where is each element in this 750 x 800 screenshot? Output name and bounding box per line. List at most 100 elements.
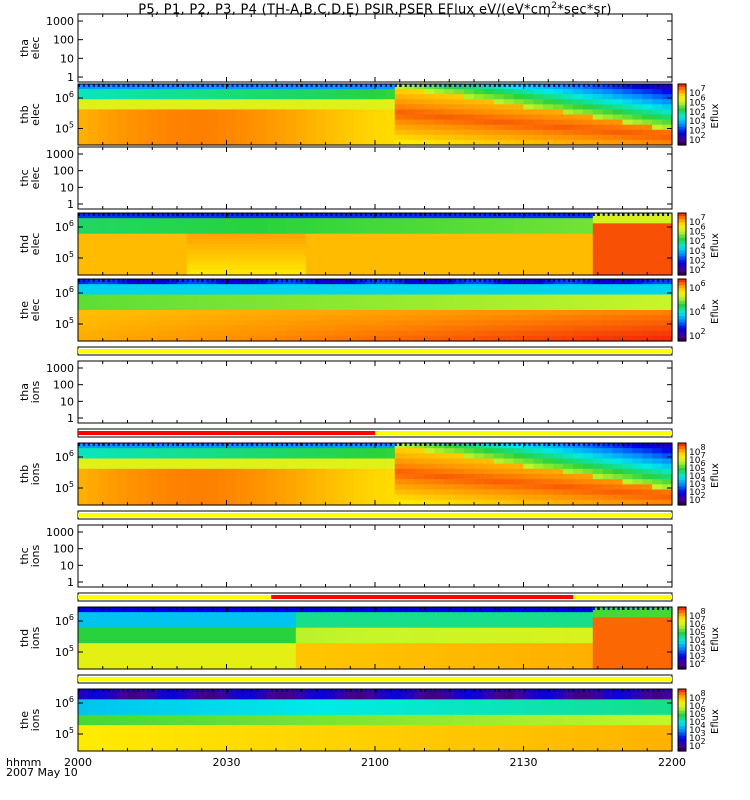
colorbar-tick-label: 105 bbox=[689, 713, 706, 728]
panel-label-species: elec bbox=[29, 299, 42, 322]
x-tick-label: 2000 bbox=[64, 756, 92, 769]
panel-tha-ions bbox=[77, 360, 673, 424]
flag-2-bar bbox=[77, 428, 673, 438]
colorbar-tick-label: 108 bbox=[689, 443, 706, 458]
colorbar-tick-label: 107 bbox=[689, 84, 706, 99]
panel-label-probe: thb bbox=[18, 105, 31, 123]
panel-thb-elec bbox=[77, 83, 687, 146]
colorbar-tick-label: 103 bbox=[689, 251, 706, 266]
x-tick-label: 2200 bbox=[658, 756, 686, 769]
colorbar-tick-label: 107 bbox=[689, 451, 706, 466]
colorbar-tick-label: 103 bbox=[689, 483, 706, 498]
y-tick-label: 1000 bbox=[46, 148, 74, 161]
panel-thb-ions bbox=[77, 442, 687, 506]
colorbar-tick-label: 107 bbox=[689, 615, 706, 630]
colorbar-tick-label: 104 bbox=[689, 639, 706, 654]
colorbar-tick-label: 105 bbox=[689, 631, 706, 646]
flag-segment bbox=[78, 595, 272, 599]
panel-label-probe: tha bbox=[18, 39, 31, 57]
colorbar-tick-label: 106 bbox=[689, 93, 706, 108]
y-tick-label: 1 bbox=[67, 198, 74, 211]
colorbar-tick-label: 108 bbox=[689, 607, 706, 622]
colorbar-tick-label: 104 bbox=[689, 475, 706, 490]
colorbar-tick-label: 102 bbox=[689, 655, 706, 670]
colorbar-label: Eflux bbox=[710, 104, 721, 129]
y-tick-label: 100 bbox=[53, 543, 74, 556]
x-tick-label: 2130 bbox=[510, 756, 538, 769]
panel-label-species: ions bbox=[29, 380, 42, 403]
flag-3-bar bbox=[77, 510, 673, 520]
y-tick-label: 105 bbox=[55, 726, 74, 741]
panel-the-ions bbox=[77, 688, 687, 752]
y-tick-label: 1 bbox=[67, 576, 74, 589]
y-tick-label: 106 bbox=[55, 695, 74, 710]
y-tick-label: 1 bbox=[67, 412, 74, 425]
panel-label-species: ions bbox=[29, 544, 42, 567]
colorbar-label: Eflux bbox=[710, 709, 721, 734]
x-tick-label: 2030 bbox=[213, 756, 241, 769]
panel-label-species: elec bbox=[29, 233, 42, 256]
colorbar-tick-label: 102 bbox=[689, 131, 706, 146]
panel-label-probe: thc bbox=[18, 169, 31, 186]
colorbar-tick-label: 102 bbox=[689, 261, 706, 276]
panel-thd-elec bbox=[77, 212, 687, 276]
y-tick-label: 106 bbox=[55, 90, 74, 105]
flag-segment bbox=[573, 595, 672, 599]
y-tick-label: 105 bbox=[55, 121, 74, 136]
flag-segment bbox=[78, 431, 375, 435]
panel-label-species: ions bbox=[29, 626, 42, 649]
y-tick-label: 100 bbox=[53, 379, 74, 392]
colorbar-tick-label: 107 bbox=[689, 213, 706, 228]
time-axis-unit-label: hhmm bbox=[6, 756, 42, 769]
y-tick-label: 105 bbox=[55, 480, 74, 495]
y-tick-label: 10 bbox=[60, 559, 74, 572]
y-tick-label: 10 bbox=[60, 181, 74, 194]
y-tick-label: 106 bbox=[55, 219, 74, 234]
panel-label-species: ions bbox=[29, 708, 42, 731]
panel-label-probe: thc bbox=[18, 547, 31, 564]
y-tick-label: 1000 bbox=[46, 526, 74, 539]
x-tick-label: 2100 bbox=[361, 756, 389, 769]
colorbar-tick-label: 106 bbox=[689, 623, 706, 638]
panel-label-probe: thb bbox=[18, 465, 31, 483]
y-tick-label: 106 bbox=[55, 613, 74, 628]
colorbar-tick-label: 103 bbox=[689, 729, 706, 744]
panel-label-probe: thd bbox=[18, 629, 31, 647]
panel-label-species: ions bbox=[29, 462, 42, 485]
colorbar-tick-label: 106 bbox=[689, 279, 706, 294]
panel-label-species: elec bbox=[29, 37, 42, 60]
flag-1-bar bbox=[77, 346, 673, 356]
flag-segment bbox=[78, 349, 672, 353]
panel-thc-ions bbox=[77, 524, 673, 588]
y-tick-label: 10 bbox=[60, 52, 74, 65]
colorbar-tick-label: 103 bbox=[689, 122, 706, 137]
colorbar-label: Eflux bbox=[710, 233, 721, 258]
colorbar-tick-label: 107 bbox=[689, 697, 706, 712]
y-tick-label: 100 bbox=[53, 165, 74, 178]
colorbar-tick-label: 104 bbox=[689, 303, 706, 318]
flag-segment bbox=[78, 513, 672, 517]
colorbar-tick-label: 106 bbox=[689, 223, 706, 238]
y-tick-label: 106 bbox=[55, 449, 74, 464]
colorbar-tick-label: 106 bbox=[689, 459, 706, 474]
y-tick-label: 1 bbox=[67, 71, 74, 84]
colorbar-tick-label: 105 bbox=[689, 103, 706, 118]
flag-4-bar bbox=[77, 592, 673, 602]
colorbar-tick-label: 104 bbox=[689, 112, 706, 127]
y-tick-label: 105 bbox=[55, 316, 74, 331]
date-label: 2007 May 10 bbox=[6, 766, 78, 779]
colorbar-tick-label: 106 bbox=[689, 705, 706, 720]
panel-label-species: elec bbox=[29, 103, 42, 126]
colorbar-tick-label: 102 bbox=[689, 737, 706, 752]
y-tick-label: 10 bbox=[60, 395, 74, 408]
y-tick-label: 1000 bbox=[46, 362, 74, 375]
panel-thc-elec bbox=[77, 146, 673, 210]
colorbar-tick-label: 104 bbox=[689, 242, 706, 257]
y-tick-label: 1000 bbox=[46, 15, 74, 28]
colorbar-tick-label: 104 bbox=[689, 721, 706, 736]
colorbar-label: Eflux bbox=[710, 463, 721, 488]
colorbar-tick-label: 102 bbox=[689, 491, 706, 506]
colorbar-tick-label: 105 bbox=[689, 467, 706, 482]
panel-thd-ions bbox=[77, 606, 687, 670]
